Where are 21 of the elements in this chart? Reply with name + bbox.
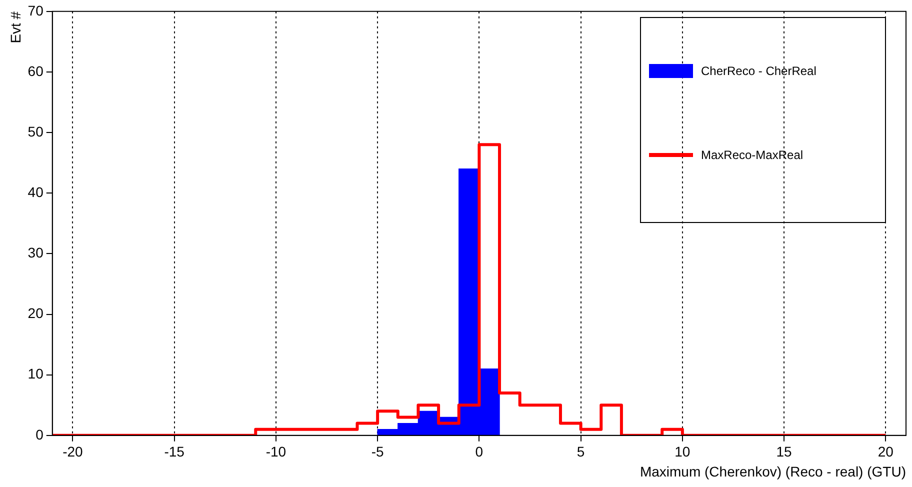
x-tick-label: -10 [266, 444, 286, 460]
y-tick-label: 40 [28, 184, 44, 200]
x-tick-label: -20 [62, 444, 84, 460]
y-tick-label: 10 [28, 366, 44, 382]
x-tick-label: -5 [371, 444, 384, 460]
y-tick-label: 60 [28, 62, 44, 79]
y-tick-label: 50 [28, 123, 44, 140]
x-tick-label: 5 [576, 444, 585, 460]
x-tick-label: 10 [674, 444, 690, 460]
y-tick-label: 20 [28, 305, 44, 322]
x-axis-title: Maximum (Cherenkov) (Reco - real) (GTU) [640, 463, 906, 480]
y-axis-title: Evt # [7, 11, 24, 44]
legend-label: CherReco - CherReal [701, 64, 816, 78]
x-tick-label: 20 [878, 444, 894, 460]
x-tick-label: 0 [475, 444, 484, 460]
y-tick-label: 30 [28, 244, 44, 261]
x-tick-label: -15 [164, 444, 185, 460]
legend-label: MaxReco-MaxReal [701, 148, 804, 162]
y-tick-label: 0 [36, 426, 44, 442]
x-tick-label: 15 [776, 444, 792, 460]
y-tick-label: 70 [28, 2, 44, 18]
